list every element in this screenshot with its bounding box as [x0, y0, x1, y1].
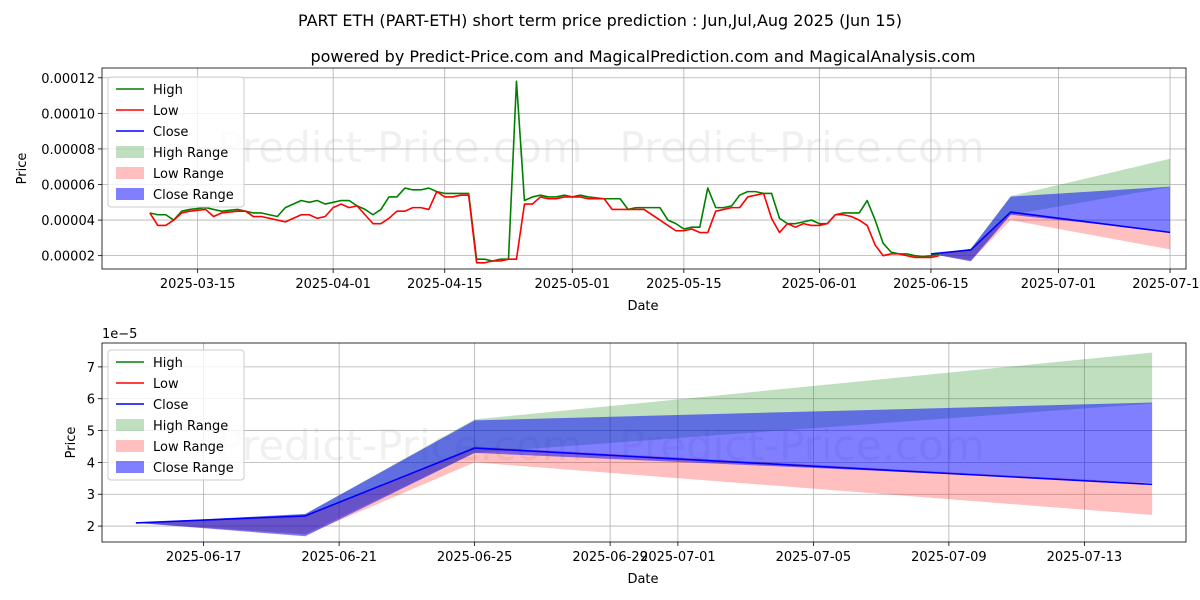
top-x-tick-label: 2025-07-01 [1021, 277, 1097, 292]
bottom-legend-swatch-high-range [116, 419, 144, 431]
bottom-legend-label-high: High [153, 356, 183, 371]
top-x-tick-label: 2025-03-15 [160, 277, 236, 292]
chart-title: PART ETH (PART-ETH) short term price pre… [298, 11, 902, 30]
bottom-x-tick-label: 2025-07-09 [911, 550, 987, 565]
bottom-legend-label-close: Close [153, 398, 188, 413]
top-x-tick-label: 2025-05-15 [646, 277, 722, 292]
bottom-x-tick-label: 2025-06-29 [572, 550, 648, 565]
top-high-line [149, 80, 940, 262]
bottom-legend-swatch-low-range [116, 440, 144, 452]
top-close-line [930, 211, 1171, 255]
bottom-x-axis-label: Date [627, 572, 658, 587]
top-legend-label-low-range: Low Range [153, 167, 224, 182]
bottom-x-tick-label: 2025-07-13 [1047, 550, 1123, 565]
bottom-legend-swatch-close-range [116, 461, 144, 473]
bottom-axes-frame [101, 342, 1187, 543]
top-x-tick-label: 2025-04-15 [407, 277, 483, 292]
top-legend-swatch-close-range [116, 188, 144, 200]
bottom-y-tick-label: 7 [87, 361, 95, 376]
top-x-tick-label: 2025-06-15 [893, 277, 969, 292]
top-x-axis-label: Date [627, 299, 658, 314]
bottom-x-tick-label: 2025-07-01 [640, 550, 716, 565]
bottom-legend: High Low Close High Range Low Range Close Ran… [107, 349, 245, 481]
top-legend-label-low: Low [153, 104, 179, 119]
top-y-tick-label: 0.00006 [41, 179, 95, 194]
bottom-plot-area [135, 352, 1153, 537]
bottom-x-tick-label: 2025-06-21 [301, 550, 377, 565]
top-legend-label-close-range: Close Range [153, 188, 234, 203]
top-x-tick-label: 2025-05-01 [534, 277, 610, 292]
top-legend-swatch-low-range [116, 167, 144, 179]
top-watermark: Predict-Price.com [217, 123, 582, 172]
top-y-tick-label: 0.00008 [41, 143, 95, 158]
top-low-line [149, 190, 940, 264]
top-y-tick-label: 0.00002 [41, 250, 95, 265]
top-legend-swatch-high-range [116, 146, 144, 158]
bottom-close-range-area [135, 402, 1153, 537]
top-legend-label-high: High [153, 83, 183, 98]
bottom-x-tick-label: 2025-06-17 [166, 550, 242, 565]
top-legend-label-high-range: High Range [153, 146, 228, 161]
bottom-x-tick-label: 2025-07-05 [776, 550, 852, 565]
bottom-y-axis-label: Price [64, 427, 79, 459]
top-x-tick-label: 2025-07-15 [1132, 277, 1200, 292]
top-axes-frame [101, 67, 1187, 270]
bottom-legend-label-low-range: Low Range [153, 440, 224, 455]
bottom-y-tick-label: 3 [87, 488, 95, 503]
bottom-legend-label-close-range: Close Range [153, 461, 234, 476]
bottom-panel: Predict-Price.comPredict-Price.com2025-0… [64, 327, 1187, 587]
bottom-y-scale-label: 1e−5 [102, 327, 137, 342]
top-panel: Predict-Price.com Predict-Price.com 2025-0… [15, 67, 1200, 314]
top-legend-label-close: Close [153, 125, 188, 140]
bottom-y-tick-label: 2 [87, 520, 95, 535]
top-plot-area [149, 80, 1171, 264]
bottom-close-line [135, 447, 1153, 524]
top-y-axis-label: Price [15, 153, 30, 185]
bottom-y-tick-label: 5 [87, 425, 95, 440]
chart-subtitle: powered by Predict-Price.com and Magical… [310, 47, 975, 66]
bottom-y-tick-label: 6 [87, 393, 95, 408]
top-close-range-area [930, 186, 1171, 262]
bottom-x-tick-label: 2025-06-25 [437, 550, 513, 565]
bottom-legend-label-low: Low [153, 377, 179, 392]
top-x-tick-label: 2025-06-01 [782, 277, 858, 292]
bottom-legend-label-high-range: High Range [153, 419, 228, 434]
top-watermark: Predict-Price.com [619, 123, 984, 172]
top-legend: High Low Close High Range Low Range Close Ran… [107, 76, 245, 208]
top-y-tick-label: 0.00012 [41, 72, 95, 87]
top-y-tick-label: 0.00004 [41, 214, 95, 229]
top-x-tick-label: 2025-04-01 [295, 277, 371, 292]
top-y-tick-label: 0.00010 [41, 107, 95, 122]
bottom-y-tick-label: 4 [87, 456, 95, 471]
